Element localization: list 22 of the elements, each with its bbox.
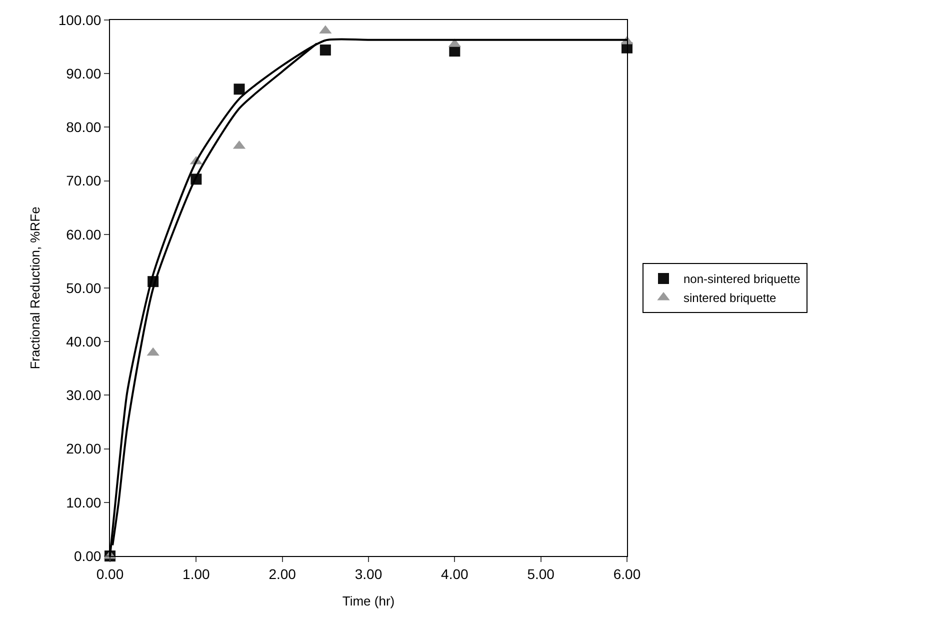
y-tick-label: 100.00 xyxy=(58,12,102,28)
x-tick-label: 4.00 xyxy=(441,566,469,582)
x-axis-title: Time (hr) xyxy=(342,593,395,608)
x-tick-label: 3.00 xyxy=(354,566,382,582)
legend-label: sintered briquette xyxy=(684,291,777,306)
x-tick-label: 0.00 xyxy=(96,566,124,582)
legend-label: non-sintered briquette xyxy=(684,272,801,286)
y-tick-label: 30.00 xyxy=(66,387,102,404)
y-tick-label: 40.00 xyxy=(66,334,102,350)
y-tick-label: 60.00 xyxy=(66,226,102,242)
y-tick-label: 20.00 xyxy=(66,440,102,457)
y-axis-title: Fractional Reduction, %RFe xyxy=(27,206,42,370)
y-tick-label: 0.00 xyxy=(74,548,102,564)
x-tick-label: 1.00 xyxy=(182,566,210,582)
y-tick-label: 10.00 xyxy=(66,494,102,510)
y-tick-label: 90.00 xyxy=(66,66,102,82)
x-tick-label: 2.00 xyxy=(268,566,296,582)
y-tick-label: 50.00 xyxy=(66,280,102,296)
y-tick-label: 70.00 xyxy=(66,172,102,189)
y-tick-label: 80.00 xyxy=(66,119,102,136)
x-tick-label: 6.00 xyxy=(613,566,641,582)
x-tick-label: 5.00 xyxy=(527,566,555,582)
